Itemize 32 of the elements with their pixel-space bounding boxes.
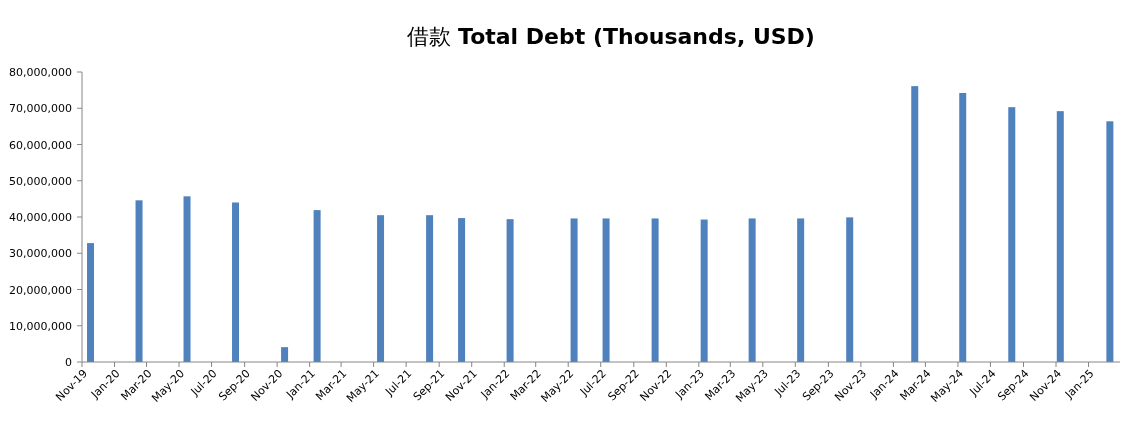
bar xyxy=(911,86,919,362)
bar xyxy=(232,202,240,362)
bar xyxy=(281,347,289,362)
y-tick-label: 70,000,000 xyxy=(9,102,72,116)
y-tick-label: 30,000,000 xyxy=(9,247,72,261)
bar xyxy=(797,218,805,362)
bar xyxy=(1056,111,1064,362)
bar xyxy=(87,243,95,362)
chart-title: 借款 Total Debt (Thousands, USD) xyxy=(407,24,815,49)
bar xyxy=(426,215,434,362)
bar xyxy=(570,218,578,362)
bar xyxy=(651,218,659,362)
bar xyxy=(846,217,854,362)
bar xyxy=(1008,107,1016,362)
bar xyxy=(700,219,708,362)
y-tick-label: 40,000,000 xyxy=(9,211,72,224)
bar xyxy=(183,196,191,362)
bar xyxy=(602,218,610,362)
bar xyxy=(959,93,967,362)
y-tick-label: 50,000,000 xyxy=(9,174,72,188)
bar xyxy=(506,219,514,362)
y-tick-label: 20,000,000 xyxy=(9,283,72,297)
bar xyxy=(135,200,143,362)
y-tick-label: 0 xyxy=(65,356,72,369)
bar xyxy=(748,218,756,362)
y-tick-label: 10,000,000 xyxy=(9,319,72,333)
y-tick-label: 60,000,000 xyxy=(9,138,72,152)
bar xyxy=(458,218,466,362)
bar xyxy=(313,210,321,362)
bar xyxy=(1106,121,1114,362)
y-tick-label: 80,000,000 xyxy=(9,66,72,79)
bar xyxy=(377,215,385,362)
